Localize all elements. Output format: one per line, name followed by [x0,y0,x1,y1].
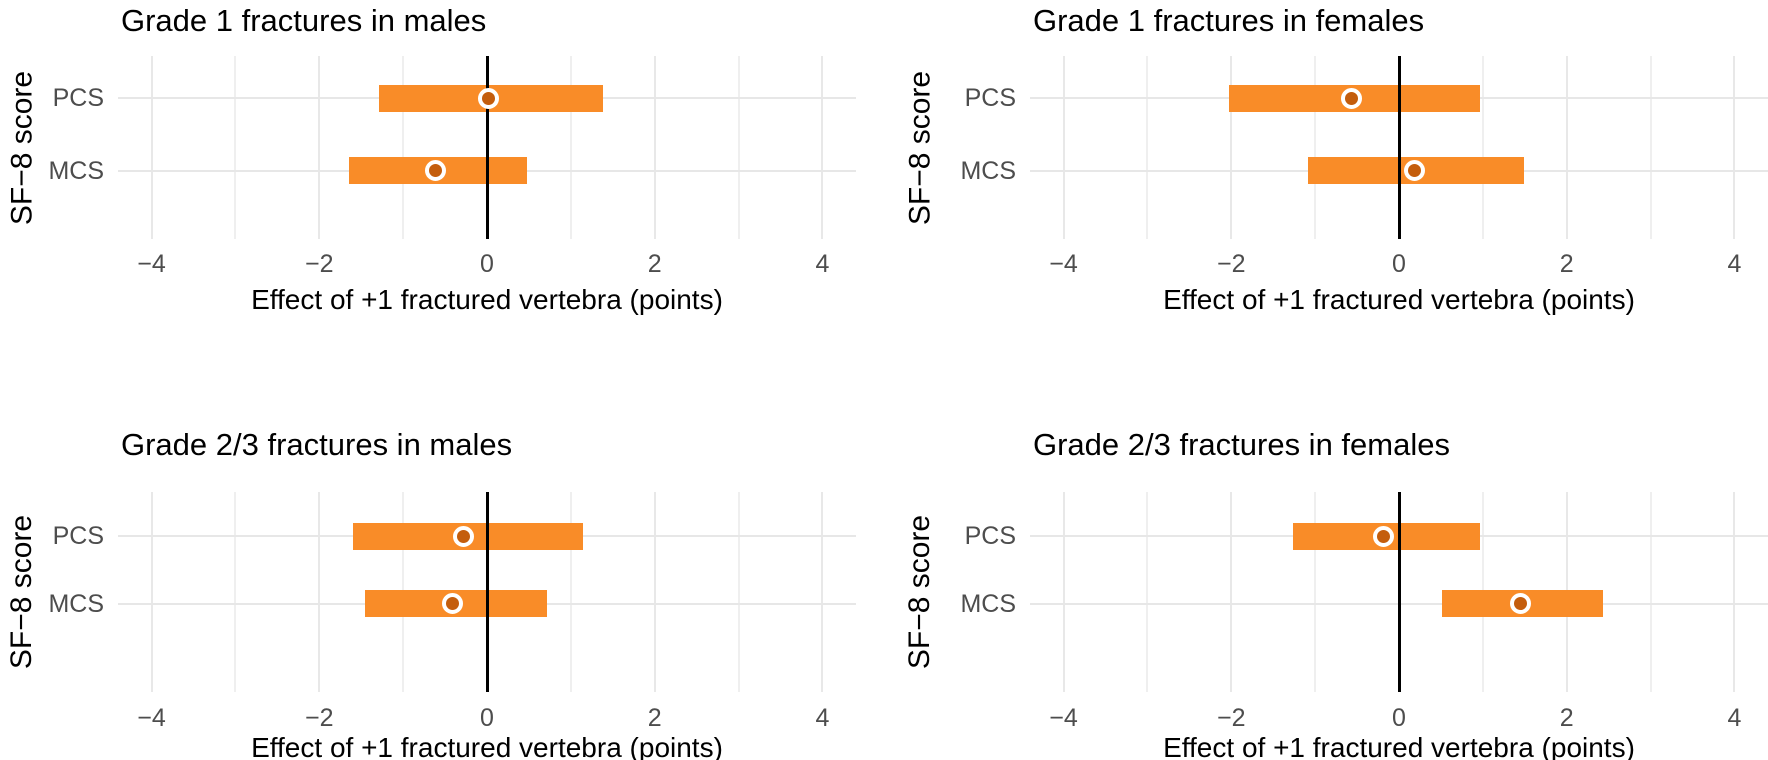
vertical-gridline [569,492,572,692]
vertical-gridline [1314,492,1317,692]
plot-area [118,56,856,239]
zero-reference-line [1397,492,1401,692]
panel-title: Grade 1 fractures in males [121,3,487,38]
vertical-gridline [1565,56,1568,239]
x-tick-label: 4 [1727,704,1742,732]
vertical-gridline [653,492,656,692]
vertical-gridline [150,492,153,692]
y-tick-label: PCS [52,84,104,113]
vertical-gridline [1146,492,1149,692]
vertical-gridline [821,492,824,692]
plot-area [1030,56,1768,239]
vertical-gridline [1062,56,1065,239]
plot-area [118,492,856,692]
point-estimate-marker [1510,593,1532,615]
panel-title: Grade 1 fractures in females [1033,3,1425,38]
point-estimate-marker [1340,87,1362,109]
y-tick-label: MCS [48,589,104,618]
zero-reference-line [485,56,489,239]
panel-grade23-males: Grade 2/3 fractures in males SF−8 score … [0,380,884,760]
zero-reference-line [1397,56,1401,239]
panel-title: Grade 2/3 fractures in females [1033,427,1450,462]
vertical-gridline [653,56,656,239]
panel-grade1-males: Grade 1 fractures in males SF−8 score Ef… [0,0,884,380]
y-tick-label: PCS [964,522,1016,551]
x-tick-label: 4 [815,704,830,732]
y-tick-label: MCS [48,156,104,185]
vertical-gridline [1481,56,1484,239]
point-estimate-marker [1403,160,1425,182]
x-tick-label: 2 [1559,704,1574,732]
point-estimate-marker [1372,525,1394,547]
x-tick-label: −2 [305,250,334,278]
x-tick-label: 4 [1727,250,1742,278]
zero-reference-line [485,492,489,692]
x-tick-label: −2 [305,704,334,732]
y-tick-label: PCS [964,84,1016,113]
panel-grade1-females: Grade 1 fractures in females SF−8 score … [884,0,1768,380]
point-estimate-marker [453,525,475,547]
y-tick-label: MCS [960,589,1016,618]
vertical-gridline [737,56,740,239]
vertical-gridline [150,56,153,239]
x-tick-label: 2 [647,704,662,732]
vertical-gridline [1230,492,1233,692]
vertical-gridline [318,492,321,692]
y-tick-label: MCS [960,156,1016,185]
vertical-gridline [1649,492,1652,692]
x-axis-title: Effect of +1 fractured vertebra (points) [1163,732,1635,760]
vertical-gridline [569,56,572,239]
point-estimate-marker [425,160,447,182]
point-estimate-marker [442,593,464,615]
x-tick-label: −2 [1217,704,1246,732]
vertical-gridline [1146,56,1149,239]
x-tick-label: 0 [480,704,494,732]
panel-title: Grade 2/3 fractures in males [121,427,513,462]
x-axis-title: Effect of +1 fractured vertebra (points) [251,284,723,315]
point-estimate-marker [478,87,500,109]
x-tick-label: −2 [1217,250,1246,278]
x-tick-label: 0 [1392,704,1406,732]
vertical-gridline [1733,492,1736,692]
vertical-gridline [1733,56,1736,239]
x-tick-label: 0 [480,250,494,278]
vertical-gridline [1230,56,1233,239]
x-axis-title: Effect of +1 fractured vertebra (points) [251,732,723,760]
vertical-gridline [821,56,824,239]
vertical-gridline [234,56,237,239]
x-tick-label: 0 [1392,250,1406,278]
vertical-gridline [1062,492,1065,692]
panel-grade23-females: Grade 2/3 fractures in females SF−8 scor… [884,380,1768,760]
x-tick-label: 4 [815,250,830,278]
x-tick-label: −4 [137,250,166,278]
x-axis-title: Effect of +1 fractured vertebra (points) [1163,284,1635,315]
vertical-gridline [234,492,237,692]
vertical-gridline [1649,56,1652,239]
vertical-gridline [402,56,405,239]
vertical-gridline [318,56,321,239]
x-tick-label: 2 [1559,250,1574,278]
x-tick-label: −4 [1049,704,1078,732]
y-tick-label: PCS [52,522,104,551]
plot-area [1030,492,1768,692]
x-tick-label: −4 [1049,250,1078,278]
x-tick-label: −4 [137,704,166,732]
vertical-gridline [737,492,740,692]
vertical-gridline [1314,56,1317,239]
x-tick-label: 2 [647,250,662,278]
